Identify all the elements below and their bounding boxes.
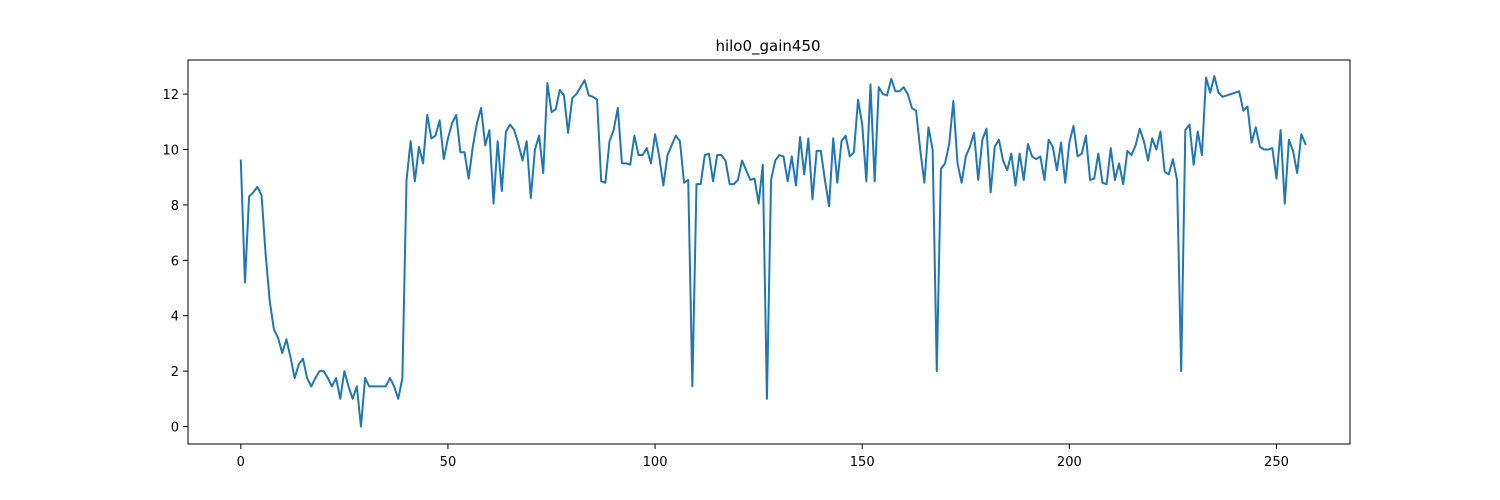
x-tick-label: 250: [1264, 455, 1289, 470]
y-tick-label: 6: [171, 254, 179, 269]
x-tick-label: 0: [237, 455, 245, 470]
x-tick-label: 200: [1057, 455, 1082, 470]
y-axis: 0 2 4 6 8 10 12: [162, 88, 188, 436]
x-axis: 0 50 100 150 200 250: [237, 444, 1289, 470]
x-tick-label: 150: [850, 455, 875, 470]
x-tick-label: 50: [440, 455, 457, 470]
y-tick-label: 10: [162, 143, 179, 158]
chart-title: hilo0_gain450: [715, 37, 820, 56]
y-tick-label: 2: [171, 365, 179, 380]
plot-frame: [187, 59, 1351, 445]
y-tick-label: 8: [171, 199, 179, 214]
series-line: [239, 75, 1307, 428]
y-tick-label: 0: [171, 421, 179, 436]
y-tick-label: 12: [162, 88, 179, 103]
x-tick-label: 100: [643, 455, 668, 470]
y-tick-label: 4: [171, 310, 179, 325]
